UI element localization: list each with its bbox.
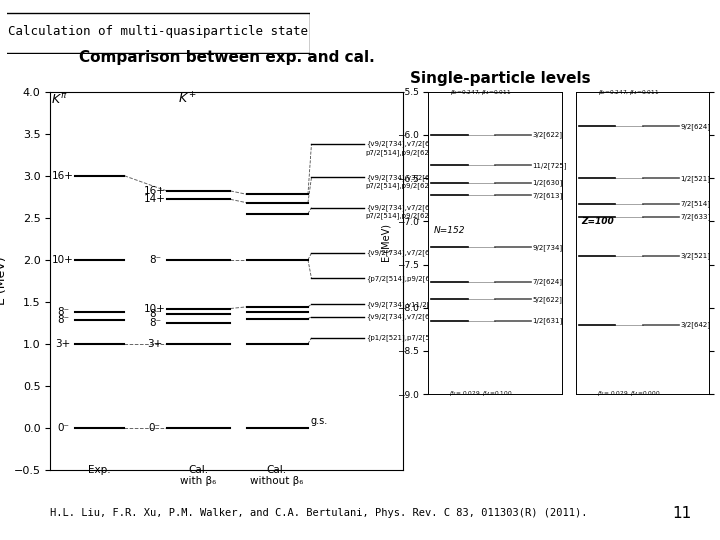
Text: 3+: 3+ xyxy=(147,339,163,349)
FancyBboxPatch shape xyxy=(4,13,310,53)
Text: {v9/2[734],v7/2[624]}: {v9/2[734],v7/2[624]} xyxy=(366,140,445,147)
Text: {v9/2[734],v7/2[613]}: {v9/2[734],v7/2[613]} xyxy=(366,204,446,211)
Text: 0⁻: 0⁻ xyxy=(57,423,69,433)
Y-axis label: E (MeV): E (MeV) xyxy=(382,224,391,262)
Text: Cal.
with β₆: Cal. with β₆ xyxy=(181,465,217,487)
Text: {p7/2[514],p9/2[624]}: {p7/2[514],p9/2[624]} xyxy=(366,275,446,282)
Text: 3/2[642]: 3/2[642] xyxy=(680,322,710,328)
Text: 14+: 14+ xyxy=(144,194,166,204)
Text: 11/2[725]: 11/2[725] xyxy=(533,162,567,168)
Text: 8⁻: 8⁻ xyxy=(149,309,161,319)
Text: 1/2[521]: 1/2[521] xyxy=(680,175,710,181)
Text: {v9/2[734],v11/2[725]}: {v9/2[734],v11/2[725]} xyxy=(366,301,450,308)
Text: g.s.: g.s. xyxy=(310,416,328,426)
Text: {v9/2[734],v7/2[613]}: {v9/2[734],v7/2[613]} xyxy=(366,314,446,320)
Text: 16+: 16+ xyxy=(52,171,74,181)
Text: 0⁻: 0⁻ xyxy=(149,423,161,433)
Text: 8⁻: 8⁻ xyxy=(57,315,69,325)
Text: Exp.: Exp. xyxy=(89,465,111,475)
Text: Cal.
without β₆: Cal. without β₆ xyxy=(250,465,303,487)
Text: 9/2[734]: 9/2[734] xyxy=(533,244,562,251)
Text: $\beta_2$=0.247, $\beta_4$=0.011: $\beta_2$=0.247, $\beta_4$=0.011 xyxy=(598,88,660,97)
Text: 3/2[521]: 3/2[521] xyxy=(680,253,710,259)
Y-axis label: E (MeV): E (MeV) xyxy=(0,256,8,305)
Text: 11: 11 xyxy=(672,505,691,521)
Text: 7/2[633]: 7/2[633] xyxy=(680,214,711,220)
Text: 7/2[613]: 7/2[613] xyxy=(533,192,563,199)
Text: $\beta_2$= 0.029  $\beta_4$=0.000: $\beta_2$= 0.029 $\beta_4$=0.000 xyxy=(597,389,660,398)
Text: N=152: N=152 xyxy=(434,226,465,234)
Text: Z=100: Z=100 xyxy=(581,217,613,226)
Text: p7/2[514],p9/2[624]}: p7/2[514],p9/2[624]} xyxy=(366,213,441,219)
Text: 7/2[514]: 7/2[514] xyxy=(680,201,710,207)
Text: 3+: 3+ xyxy=(55,339,71,349)
Text: 16+: 16+ xyxy=(144,186,166,196)
Text: $K^\pi$: $K^\pi$ xyxy=(50,93,67,107)
Text: $\beta_2$=0.247, $\beta_4$=0.011: $\beta_2$=0.247, $\beta_4$=0.011 xyxy=(451,88,512,97)
Text: 7/2[624]: 7/2[624] xyxy=(533,279,562,285)
Text: {v9/2[734],v7/2[624]}: {v9/2[734],v7/2[624]} xyxy=(366,249,445,256)
Text: 8⁻: 8⁻ xyxy=(57,307,69,317)
Text: $\beta_2$= 0.029  $\beta_4$=0.100: $\beta_2$= 0.029 $\beta_4$=0.100 xyxy=(449,389,513,398)
Text: 3/2[622]: 3/2[622] xyxy=(533,132,562,138)
Text: 1/2[631]: 1/2[631] xyxy=(533,318,563,324)
Text: p7/2[514],p9/2[624]}: p7/2[514],p9/2[624]} xyxy=(366,149,441,156)
Text: Single-particle levels: Single-particle levels xyxy=(410,71,590,86)
Text: 5/2[622]: 5/2[622] xyxy=(533,296,562,302)
Text: Comparison between exp. and cal.: Comparison between exp. and cal. xyxy=(79,50,374,65)
Text: p7/2[514],p9/2[624]}: p7/2[514],p9/2[624]} xyxy=(366,183,441,189)
Text: 10+: 10+ xyxy=(144,303,166,314)
Text: {p1/2[521],p7/2[514]}: {p1/2[521],p7/2[514]} xyxy=(366,335,446,341)
Text: 1/2[630]: 1/2[630] xyxy=(533,179,563,186)
Text: H.L. Liu, F.R. Xu, P.M. Walker, and C.A. Bertulani, Phys. Rev. C 83, 011303(R) (: H.L. Liu, F.R. Xu, P.M. Walker, and C.A.… xyxy=(50,508,588,518)
Text: $K^+$: $K^+$ xyxy=(179,92,197,107)
Text: 8⁻: 8⁻ xyxy=(149,255,161,265)
Text: 10+: 10+ xyxy=(53,255,74,265)
Text: 9/2[624]: 9/2[624] xyxy=(680,123,710,130)
Text: 8⁻: 8⁻ xyxy=(149,318,161,328)
Text: {v9/2[734],v3/2[622]}: {v9/2[734],v3/2[622]} xyxy=(366,174,445,181)
Text: Calculation of multi-quasiparticle state: Calculation of multi-quasiparticle state xyxy=(9,25,308,38)
